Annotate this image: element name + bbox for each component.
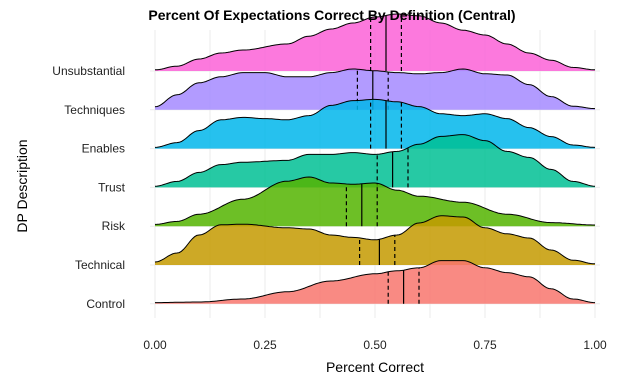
- x-tick-label: 0.75: [473, 338, 497, 352]
- y-tick-labels: Unsubstantial Techniques Enables Trust Risk T…: [52, 64, 126, 311]
- x-tick-label: 0.50: [363, 338, 387, 352]
- x-tick-labels: 0.00 0.25 0.50 0.75 1.00: [143, 338, 607, 352]
- y-tick-label-control: Control: [86, 297, 125, 311]
- ridge-outline-trust: [154, 134, 596, 187]
- y-tick-label-unsubstantial: Unsubstantial: [52, 64, 125, 78]
- ridge-outline-enables: [154, 98, 596, 148]
- y-tick-label-risk: Risk: [102, 219, 126, 233]
- ridge-fill-risk: [155, 177, 595, 227]
- ridge-fill-trust: [155, 134, 595, 188]
- x-tick-label: 1.00: [583, 338, 607, 352]
- ridge-outline-unsubstantial: [154, 13, 596, 71]
- x-tick-label: 0.00: [143, 338, 167, 352]
- y-axis-title: DP Description: [14, 139, 30, 232]
- ridge-outline-technical: [154, 215, 596, 265]
- y-tick-label-techniques: Techniques: [64, 103, 125, 117]
- x-axis-title: Percent Correct: [326, 359, 424, 375]
- ridge-fill-enables: [155, 99, 595, 149]
- ridge-outline-risk: [154, 176, 595, 226]
- ridge-fill-techniques: [155, 69, 595, 110]
- chart-title: Percent Of Expectations Correct By Defin…: [148, 7, 515, 23]
- x-tick-label: 0.25: [253, 338, 277, 352]
- ridges: [154, 13, 596, 304]
- y-tick-label-enables: Enables: [82, 142, 125, 156]
- y-tick-label-trust: Trust: [98, 180, 126, 194]
- ridge-fill-control: [155, 260, 595, 304]
- ridge-outline-techniques: [154, 68, 596, 110]
- ridge-fill-unsubstantial: [155, 14, 595, 71]
- ridge-outline-control: [155, 260, 596, 304]
- y-tick-label-technical: Technical: [75, 258, 125, 272]
